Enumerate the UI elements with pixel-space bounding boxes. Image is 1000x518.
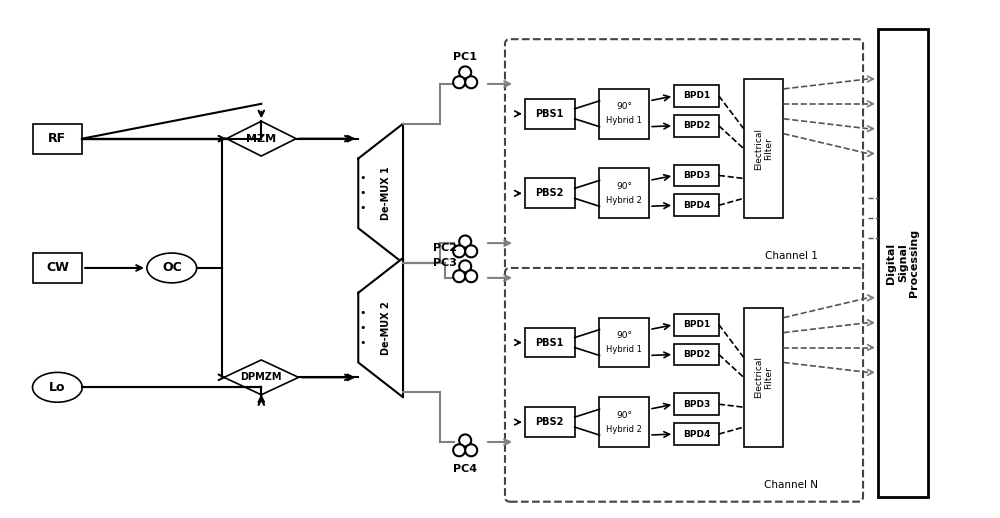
Text: •: • <box>359 189 366 198</box>
FancyBboxPatch shape <box>674 115 719 137</box>
Polygon shape <box>358 124 403 263</box>
Circle shape <box>465 444 477 456</box>
Text: Digital
Signal
Processing: Digital Signal Processing <box>886 229 919 297</box>
Text: •: • <box>359 203 366 213</box>
Text: PC4: PC4 <box>453 464 477 474</box>
Text: BPD4: BPD4 <box>683 429 710 439</box>
Circle shape <box>453 76 465 88</box>
Text: Hybrid 2: Hybrid 2 <box>606 196 642 205</box>
FancyBboxPatch shape <box>599 318 649 367</box>
FancyBboxPatch shape <box>525 407 575 437</box>
Text: PBS1: PBS1 <box>536 109 564 119</box>
FancyBboxPatch shape <box>599 168 649 218</box>
Text: PC2: PC2 <box>433 243 457 253</box>
Text: Hybrid 1: Hybrid 1 <box>606 116 642 125</box>
FancyBboxPatch shape <box>33 253 82 283</box>
FancyBboxPatch shape <box>674 393 719 415</box>
FancyBboxPatch shape <box>525 99 575 128</box>
Text: CW: CW <box>46 262 69 275</box>
Circle shape <box>459 435 471 447</box>
Text: Lo: Lo <box>49 381 66 394</box>
Text: PC1: PC1 <box>453 52 477 62</box>
Text: Channel 1: Channel 1 <box>765 251 818 261</box>
FancyBboxPatch shape <box>599 89 649 139</box>
Text: •: • <box>359 338 366 348</box>
Polygon shape <box>226 121 296 156</box>
FancyBboxPatch shape <box>599 397 649 447</box>
Text: De-MUX 2: De-MUX 2 <box>381 301 391 354</box>
Circle shape <box>459 261 471 272</box>
Text: 90°: 90° <box>616 331 632 340</box>
FancyBboxPatch shape <box>525 178 575 208</box>
Circle shape <box>465 76 477 88</box>
Text: MZM: MZM <box>246 134 276 143</box>
Text: PBS2: PBS2 <box>536 189 564 198</box>
FancyBboxPatch shape <box>878 29 928 497</box>
FancyBboxPatch shape <box>33 124 82 153</box>
Text: 90°: 90° <box>616 411 632 420</box>
FancyBboxPatch shape <box>674 165 719 186</box>
Ellipse shape <box>147 253 197 283</box>
FancyBboxPatch shape <box>505 39 863 273</box>
Text: 90°: 90° <box>616 103 632 111</box>
Text: De-MUX 1: De-MUX 1 <box>381 166 391 220</box>
Text: 90°: 90° <box>616 182 632 191</box>
Text: Channel N: Channel N <box>764 480 818 490</box>
Circle shape <box>453 246 465 257</box>
Text: Electrical
Filter: Electrical Filter <box>754 356 773 398</box>
Text: BPD3: BPD3 <box>683 171 710 180</box>
Text: •: • <box>359 323 366 333</box>
Text: Hybrid 1: Hybrid 1 <box>606 345 642 354</box>
Text: OC: OC <box>162 262 182 275</box>
Text: BPD4: BPD4 <box>683 201 710 210</box>
Polygon shape <box>224 360 299 395</box>
Text: Hybrid 2: Hybrid 2 <box>606 425 642 434</box>
Circle shape <box>465 246 477 257</box>
Polygon shape <box>358 258 403 397</box>
Text: PC3: PC3 <box>433 258 457 268</box>
Text: BPD2: BPD2 <box>683 121 710 130</box>
FancyBboxPatch shape <box>674 85 719 107</box>
Text: BPD2: BPD2 <box>683 350 710 359</box>
Circle shape <box>459 66 471 78</box>
FancyBboxPatch shape <box>744 308 783 447</box>
FancyBboxPatch shape <box>744 79 783 218</box>
FancyBboxPatch shape <box>525 327 575 357</box>
Text: PBS1: PBS1 <box>536 338 564 348</box>
FancyBboxPatch shape <box>674 423 719 445</box>
Text: •: • <box>359 174 366 183</box>
Text: PBS2: PBS2 <box>536 417 564 427</box>
FancyBboxPatch shape <box>674 314 719 336</box>
Text: BPD1: BPD1 <box>683 91 710 100</box>
Circle shape <box>459 236 471 248</box>
Ellipse shape <box>33 372 82 402</box>
Circle shape <box>465 270 477 282</box>
Text: BPD3: BPD3 <box>683 400 710 409</box>
FancyBboxPatch shape <box>674 194 719 216</box>
Circle shape <box>453 270 465 282</box>
FancyBboxPatch shape <box>505 268 863 502</box>
Text: •: • <box>359 308 366 318</box>
Text: RF: RF <box>48 132 66 145</box>
FancyBboxPatch shape <box>674 343 719 365</box>
Text: DPMZM: DPMZM <box>241 372 282 382</box>
Text: BPD1: BPD1 <box>683 320 710 329</box>
Text: Electrical
Filter: Electrical Filter <box>754 127 773 169</box>
Circle shape <box>453 444 465 456</box>
